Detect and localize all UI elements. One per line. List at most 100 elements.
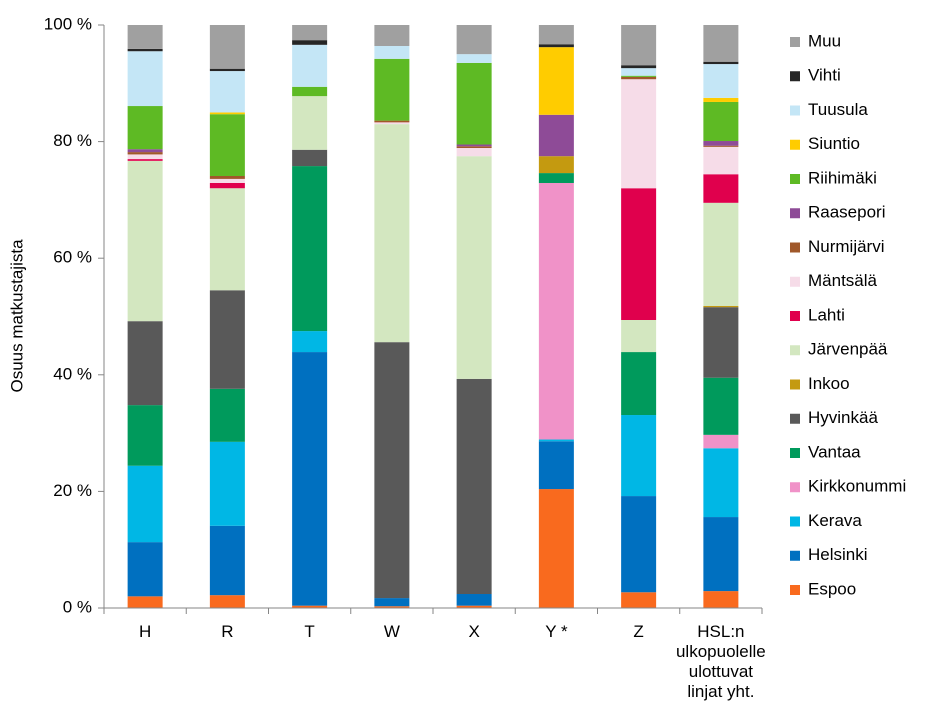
bar-segment [374, 120, 410, 123]
legend-label: Riihimäki [808, 168, 877, 187]
bar-segment [209, 178, 245, 183]
bar-segment [209, 388, 245, 442]
x-tick-label: X [468, 622, 480, 641]
bar-segment [703, 61, 739, 65]
legend-label: Kirkkonummi [808, 477, 906, 496]
x-tick-label-box: R [221, 622, 234, 641]
legend-label: Raasepori [808, 203, 886, 222]
legend-swatch [790, 482, 800, 493]
bar-segment [621, 415, 657, 497]
bar-segment [127, 152, 163, 155]
legend-swatch [790, 174, 800, 184]
bar-segment [621, 352, 657, 416]
bar-segment [538, 489, 574, 608]
bar-segment [703, 434, 739, 449]
bar-segment [538, 44, 574, 48]
legend-swatch [790, 550, 800, 561]
bar-segment [127, 405, 163, 466]
bar-segment [292, 605, 328, 608]
bar-segment [456, 146, 492, 149]
x-tick-label-box: Z [633, 622, 644, 641]
legend-label: Kerava [808, 511, 862, 530]
bar-segment [127, 596, 163, 608]
x-tick-label: H [138, 622, 152, 641]
bar-segment [703, 202, 739, 307]
bar-segment [209, 68, 245, 72]
bar-segment [374, 45, 410, 59]
y-tick-label: 80 % [53, 131, 92, 150]
bar-segment [374, 606, 410, 608]
bar-segment [374, 342, 410, 599]
legend-swatch [790, 345, 800, 356]
legend-swatch [790, 208, 800, 219]
bar-segment [621, 65, 657, 69]
legend-swatch [790, 516, 800, 527]
x-tick-label-box: W [384, 622, 400, 641]
bar-segment [703, 448, 739, 518]
bar-segment [127, 465, 163, 543]
legend-swatch [790, 585, 800, 595]
bar-segment [456, 144, 492, 147]
legend-label: Järvenpää [808, 340, 888, 359]
bar-segment [703, 141, 739, 146]
legend-label: Lahti [808, 305, 845, 324]
x-tick-label: Z [633, 622, 644, 641]
legend-label: Hyvinkää [808, 408, 878, 427]
bar-segment [703, 306, 739, 308]
bar-segment [621, 319, 657, 353]
legend-swatch [790, 448, 800, 458]
legend-label: Espoo [808, 579, 856, 598]
bar-segment [621, 25, 657, 66]
x-tick-label: R [221, 622, 234, 641]
bar-segment [538, 182, 574, 440]
bar-segment [292, 149, 328, 167]
bar-segment [538, 173, 574, 183]
x-tick-label-box: H [138, 622, 152, 641]
bar-segment [703, 145, 739, 147]
legend-label: Nurmijärvi [808, 237, 885, 256]
bar-segment [209, 25, 245, 69]
bar-segment [127, 106, 163, 150]
bar-segment [292, 86, 328, 97]
x-tick-label-box: T [304, 622, 314, 641]
bar-segment [209, 188, 245, 291]
bar-segment [127, 149, 163, 153]
bar-segment [209, 595, 245, 608]
bar-segment [621, 75, 657, 77]
bar-segment [127, 160, 163, 322]
legend-label: Vihti [808, 66, 841, 85]
bar-segment [209, 112, 245, 115]
bar-segment [538, 25, 574, 45]
x-tick-label-box: X [468, 622, 480, 641]
bar-segment [621, 68, 657, 76]
bar-segment [292, 44, 328, 87]
bar-segment [127, 154, 163, 160]
legend-swatch [790, 71, 800, 82]
bar-segment [127, 321, 163, 406]
bar-segment [127, 159, 163, 161]
bar-segment [456, 605, 492, 608]
legend-swatch [790, 276, 800, 287]
bar-segment [292, 25, 328, 41]
bar-segment [538, 114, 574, 157]
legend-label: Inkoo [808, 374, 850, 393]
legend-label: Vantaa [808, 442, 861, 461]
bar-segment [456, 156, 492, 379]
bar-segment [621, 592, 657, 608]
bar-segment [209, 525, 245, 596]
legend-label: Muu [808, 31, 841, 50]
bar-segment [456, 594, 492, 606]
x-tick-label-box: HSL:n ulkopuolelle ulottuvat linjat yht. [675, 622, 766, 701]
bar-segment [703, 174, 739, 203]
bar-segment [209, 290, 245, 389]
bar-segment [292, 40, 328, 45]
bar-segment [127, 25, 163, 49]
bar-segment [538, 441, 574, 490]
bar-segment [621, 496, 657, 593]
legend-label: Siuntio [808, 134, 860, 153]
x-tick-label: HSL:n ulkopuolelle ulottuvat linjat yht. [675, 622, 766, 701]
bar-segment [621, 79, 657, 189]
y-tick-label: 100 % [44, 14, 92, 33]
bar-segment [538, 156, 574, 174]
